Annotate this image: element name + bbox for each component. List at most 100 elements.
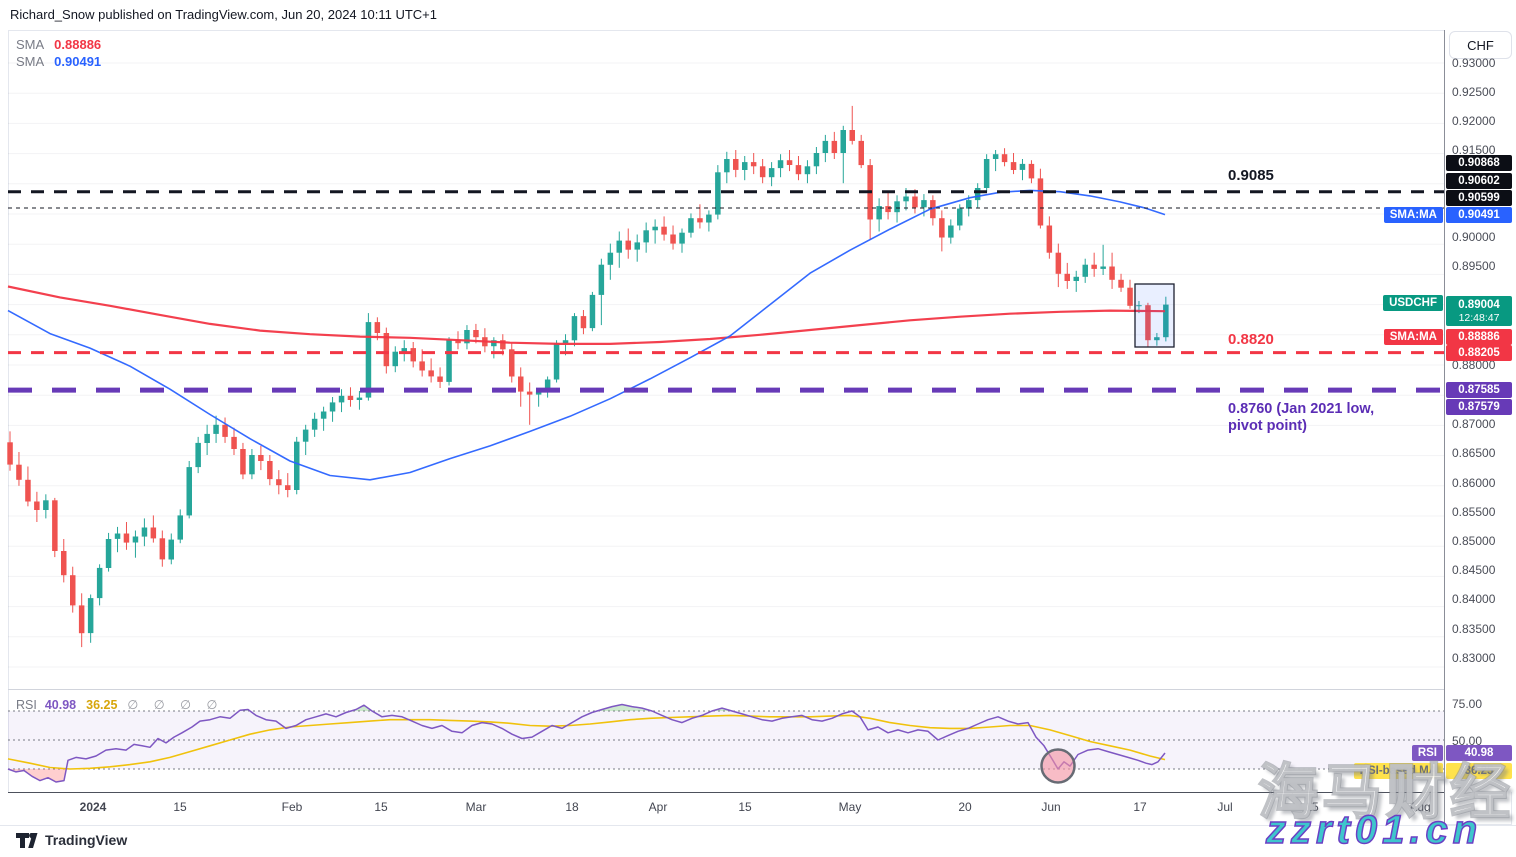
candle bbox=[1037, 178, 1044, 226]
candle bbox=[974, 188, 981, 201]
price-axis-tick: 0.91500 bbox=[1452, 143, 1496, 157]
candle bbox=[733, 159, 739, 170]
candle bbox=[231, 436, 237, 449]
price-axis-tick: 0.85000 bbox=[1452, 534, 1496, 548]
price-axis-tick: 0.87000 bbox=[1452, 417, 1496, 431]
candle bbox=[356, 397, 363, 400]
candle bbox=[177, 515, 183, 540]
candle bbox=[535, 391, 542, 395]
candle bbox=[195, 442, 201, 468]
currency-toggle-button[interactable]: CHF bbox=[1449, 31, 1512, 59]
candle bbox=[186, 467, 192, 516]
time-axis-label: May bbox=[838, 800, 862, 814]
time-axis-label: 2024 bbox=[79, 800, 107, 814]
candle bbox=[912, 196, 918, 208]
candle bbox=[141, 527, 148, 537]
price-label-black: 0.90602 bbox=[1446, 173, 1512, 189]
candle bbox=[571, 316, 578, 341]
candle bbox=[589, 294, 596, 329]
tradingview-branding-link[interactable]: TradingView bbox=[16, 832, 127, 848]
candle bbox=[1145, 305, 1151, 341]
candle bbox=[1118, 279, 1124, 288]
sma-slow-axis-chip: SMA:MA bbox=[1383, 207, 1443, 223]
sma-fast-axis-chip: SMA:MA bbox=[1383, 329, 1443, 345]
candle bbox=[983, 159, 990, 188]
price-axis-tick: 0.83000 bbox=[1452, 651, 1496, 665]
rsi-axis-value: 40.98 bbox=[1446, 745, 1512, 761]
sma-fast-line bbox=[7, 285, 1166, 345]
candle bbox=[1073, 276, 1079, 281]
candle bbox=[688, 218, 694, 233]
candle bbox=[544, 379, 551, 392]
candle bbox=[921, 200, 927, 208]
pivot-level-axis-value: 0.87579 bbox=[1446, 399, 1512, 415]
candle bbox=[742, 162, 748, 170]
candle bbox=[159, 538, 166, 560]
candle bbox=[16, 464, 22, 480]
candle bbox=[831, 140, 838, 153]
candle bbox=[1154, 337, 1160, 341]
candle bbox=[43, 500, 49, 510]
pivot-level-line1: 0.8760 (Jan 2021 low, bbox=[1228, 401, 1375, 417]
rsi-label: RSI bbox=[16, 698, 37, 712]
candle bbox=[410, 348, 416, 362]
candle bbox=[939, 218, 945, 238]
candle bbox=[365, 322, 372, 398]
price-axis-tick: 0.84500 bbox=[1452, 563, 1496, 577]
indicator-legend: SMA 0.88886 SMA 0.90491 bbox=[16, 36, 101, 70]
candle bbox=[1100, 266, 1106, 269]
candle bbox=[1055, 252, 1062, 274]
candle bbox=[768, 168, 775, 178]
last-price-value: 0.89004 bbox=[1458, 298, 1500, 311]
candle bbox=[249, 455, 255, 475]
pane-separator[interactable] bbox=[8, 689, 1444, 690]
candle bbox=[87, 598, 94, 634]
candle bbox=[213, 424, 219, 434]
rsi-ma-axis-chip: RSI-based MA bbox=[1353, 763, 1443, 779]
price-axis-tick: 0.92500 bbox=[1452, 85, 1496, 99]
candle bbox=[132, 536, 139, 543]
sma-slow-label: SMA bbox=[16, 54, 45, 69]
candle bbox=[347, 395, 354, 400]
rsi-overbought-fill bbox=[597, 704, 652, 711]
candle bbox=[258, 455, 264, 461]
pivot-level-line2: pivot point) bbox=[1228, 418, 1307, 434]
candle bbox=[625, 240, 631, 250]
support-level-annotation: 0.8820 bbox=[1228, 331, 1274, 348]
candle bbox=[849, 130, 855, 141]
time-axis-label: 20 bbox=[958, 800, 972, 814]
price-axis-tick: 0.89500 bbox=[1452, 259, 1496, 273]
rsi-legend: RSI 40.98 36.25 ∅ ∅ ∅ ∅ bbox=[16, 697, 223, 712]
candle bbox=[105, 539, 112, 568]
candle bbox=[25, 479, 31, 502]
candle bbox=[329, 402, 336, 412]
time-axis[interactable]: 2024 15 Feb 15 Mar 18 Apr 15 May 20 Jun 17 Jul 15 Aug bbox=[8, 793, 1444, 825]
candle bbox=[894, 201, 900, 213]
candle bbox=[661, 226, 667, 235]
candle bbox=[96, 567, 103, 599]
pivot-level-annotation: 0.8760 (Jan 2021 low, pivot point) bbox=[1228, 401, 1374, 435]
time-axis-label: 15 bbox=[738, 800, 752, 814]
candle bbox=[903, 196, 909, 202]
symbol-axis-chip: USDCHF bbox=[1383, 295, 1443, 311]
price-axis-tick: 0.86500 bbox=[1452, 446, 1496, 460]
sma-fast-legend-row: SMA 0.88886 bbox=[16, 36, 101, 53]
time-axis-label: Jul bbox=[1217, 800, 1233, 814]
candle bbox=[1019, 163, 1026, 170]
support-level-axis-value: 0.88205 bbox=[1446, 345, 1512, 361]
tradingview-brand-name: TradingView bbox=[45, 832, 128, 848]
candles-group bbox=[7, 105, 1169, 648]
candle bbox=[598, 264, 605, 295]
candle bbox=[401, 348, 407, 352]
candle bbox=[1046, 225, 1053, 253]
candle bbox=[957, 208, 963, 226]
time-axis-label: Jun bbox=[1041, 800, 1061, 814]
candle bbox=[267, 461, 273, 480]
candle bbox=[294, 441, 300, 490]
candle bbox=[715, 172, 721, 215]
candle bbox=[114, 533, 121, 539]
candle bbox=[1136, 305, 1142, 307]
candle bbox=[240, 449, 246, 475]
time-axis-label: Apr bbox=[648, 800, 668, 814]
